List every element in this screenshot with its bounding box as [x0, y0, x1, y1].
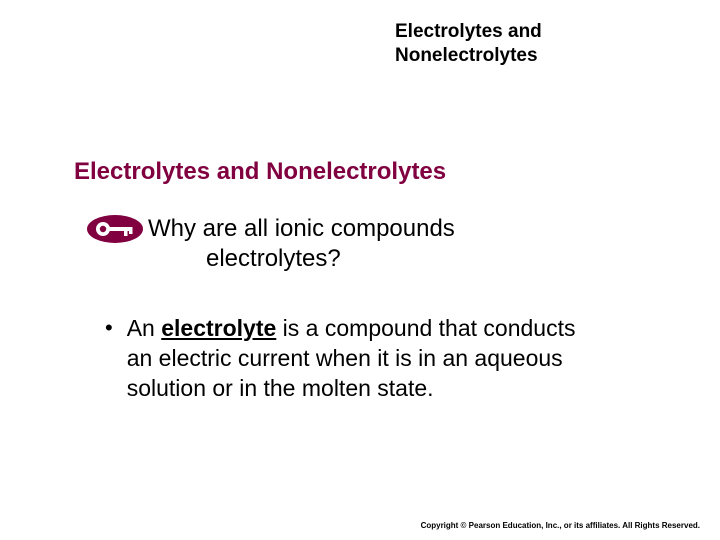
copyright-text: Copyright © Pearson Education, Inc., or … [421, 521, 700, 530]
slide: Electrolytes and Nonelectrolytes Electro… [0, 0, 720, 540]
header-title-line2: Nonelectrolytes [395, 45, 538, 66]
header-title: Electrolytes and Nonelectrolytes [395, 20, 542, 68]
section-title: Electrolytes and Nonelectrolytes [74, 158, 446, 186]
definition-bullet: • An electrolyte is a compound that cond… [105, 314, 605, 404]
key-question-line2: electrolytes? [206, 245, 341, 272]
bullet-marker: • [105, 314, 113, 343]
bullet-text: An electrolyte is a compound that conduc… [127, 314, 605, 404]
bullet-pre: An [127, 315, 162, 341]
key-icon [86, 214, 144, 244]
bullet-term: electrolyte [161, 315, 276, 341]
key-question-row: Why are all ionic compounds electrolytes… [86, 214, 455, 274]
key-question-text: Why are all ionic compounds electrolytes… [148, 214, 455, 274]
header-title-line1: Electrolytes and [395, 21, 542, 42]
key-question-line1: Why are all ionic compounds [148, 215, 455, 242]
